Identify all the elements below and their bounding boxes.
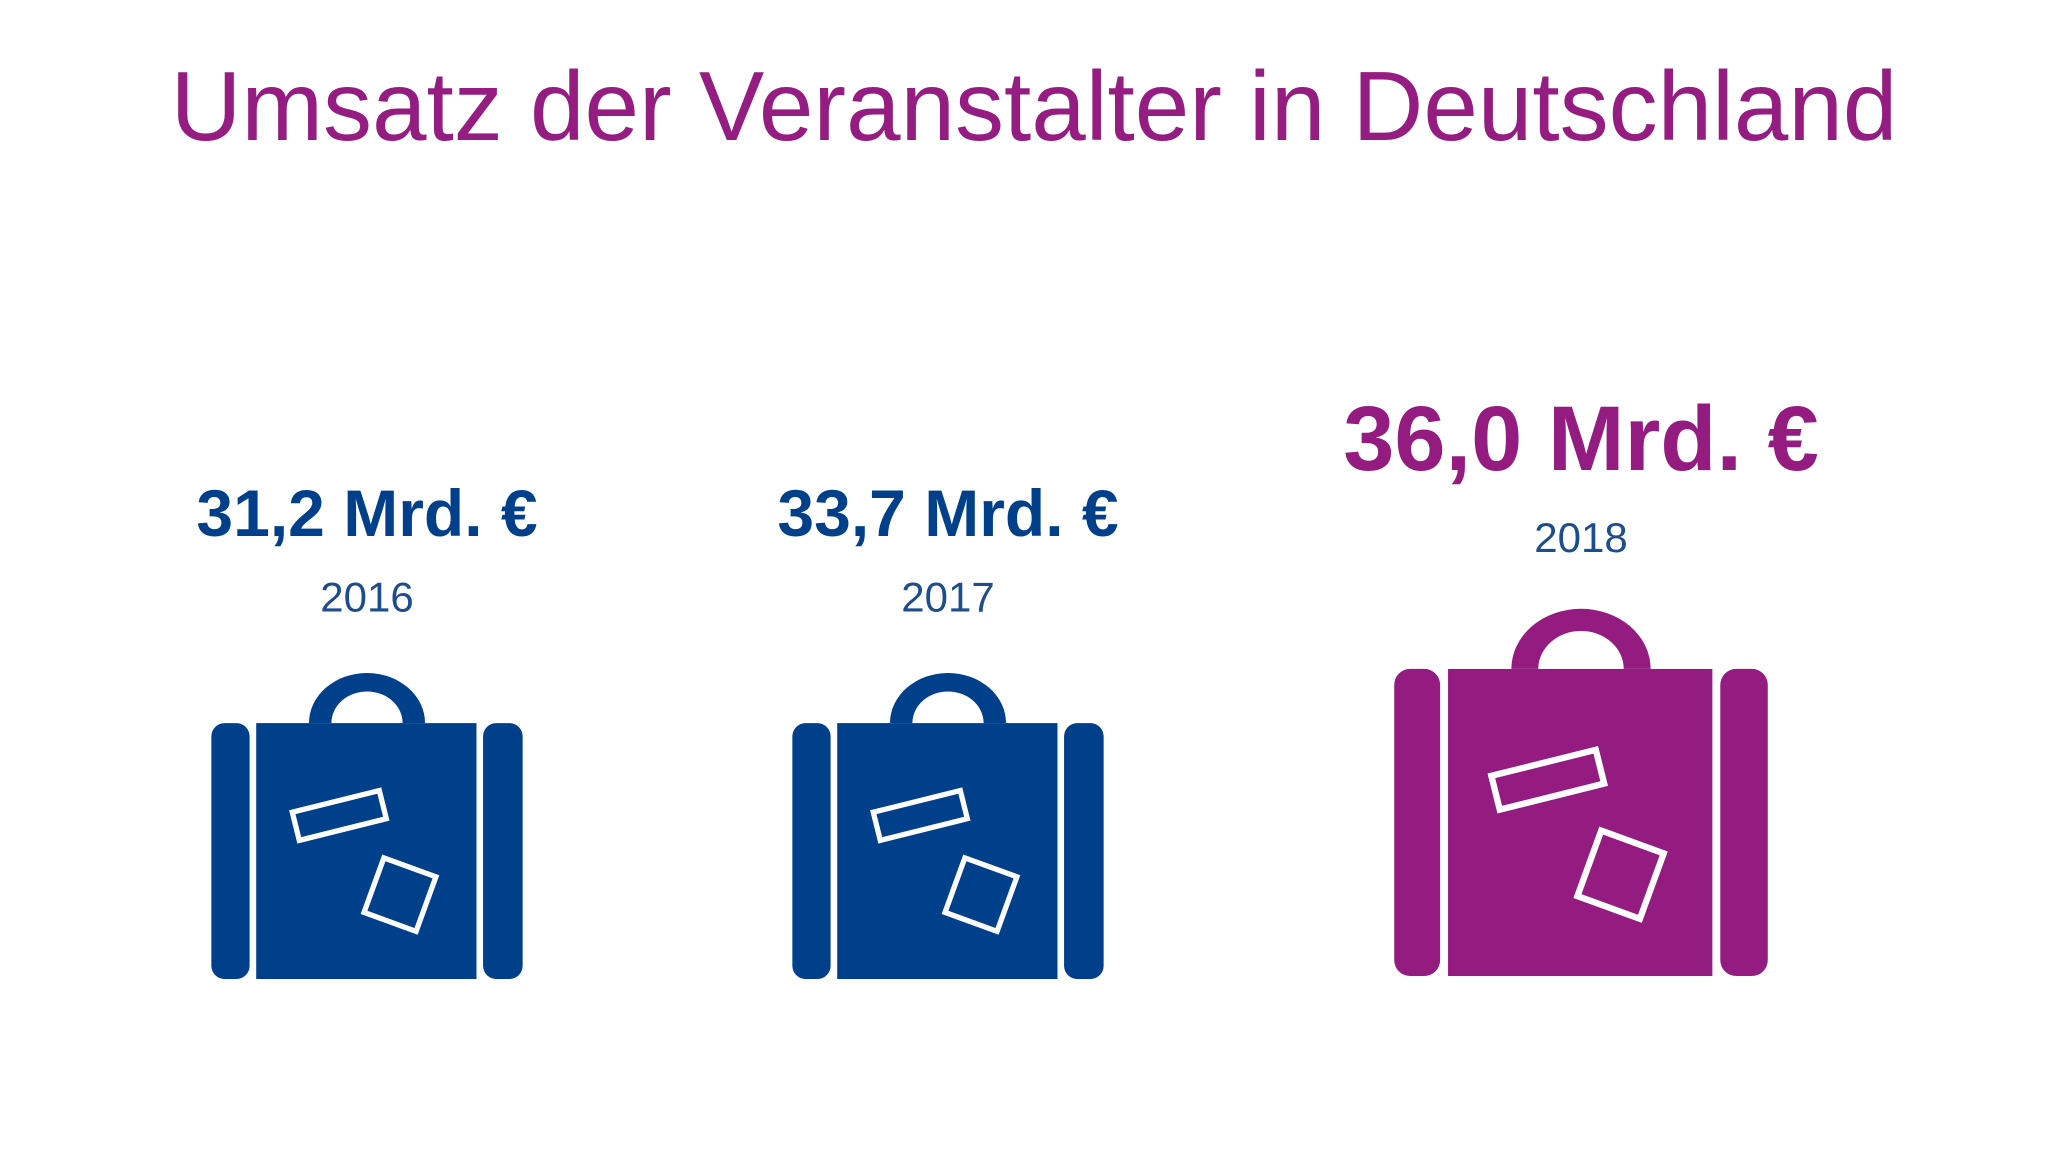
- year-label: 2017: [901, 574, 994, 621]
- sticker: [289, 787, 390, 844]
- suitcase-body: [1448, 668, 1713, 976]
- year-label: 2016: [320, 574, 413, 621]
- suitcase-left: [1394, 668, 1441, 976]
- suitcase-right: [1720, 668, 1768, 976]
- suitcase-left: [211, 723, 250, 979]
- handle: [1511, 608, 1651, 669]
- suitcase-right: [1064, 723, 1104, 979]
- sticker: [1487, 745, 1609, 814]
- sticker: [1573, 826, 1668, 923]
- handle: [889, 672, 1007, 724]
- suitcase: [1394, 608, 1768, 976]
- sticker: [360, 854, 440, 935]
- suitcase: [211, 672, 523, 979]
- suitcase-body: [256, 723, 477, 979]
- chart-title: Umsatz der Veranstalter in Deutschland: [171, 51, 1898, 161]
- value-label: 31,2 Mrd. €: [196, 476, 537, 550]
- handle: [308, 672, 426, 724]
- suitcase-left: [792, 723, 831, 979]
- suitcase-body: [837, 723, 1058, 979]
- sticker: [870, 787, 971, 844]
- sticker: [941, 854, 1021, 935]
- suitcase: [792, 672, 1104, 979]
- year-label: 2018: [1534, 514, 1627, 561]
- value-label: 36,0 Mrd. €: [1343, 388, 1819, 490]
- suitcase-right: [483, 723, 523, 979]
- value-label: 33,7 Mrd. €: [777, 476, 1118, 550]
